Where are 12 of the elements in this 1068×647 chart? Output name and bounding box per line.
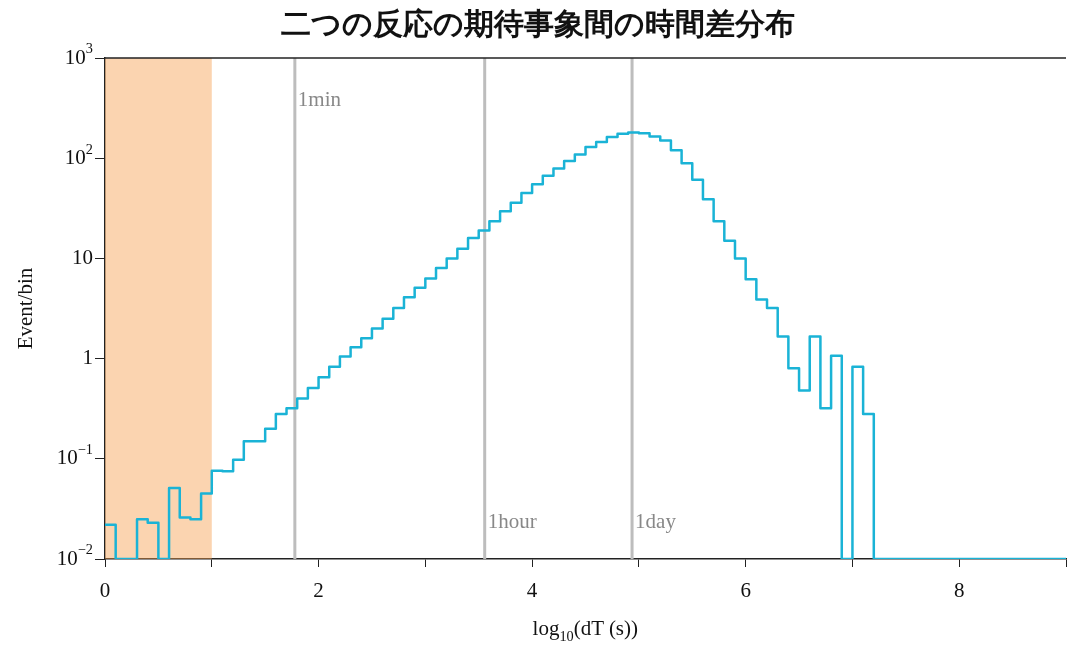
y-tick-label: 10 <box>72 244 93 269</box>
ref-line-label: 1hour <box>487 508 537 533</box>
x-tick-label: 0 <box>99 577 111 602</box>
x-tick-label: 4 <box>526 577 538 602</box>
ref-line-label: 1day <box>635 508 677 533</box>
ref-line-label: 1min <box>297 86 342 111</box>
y-axis-title: Event/bin <box>13 267 38 350</box>
x-tick-label: 2 <box>313 577 324 602</box>
y-tick-label: 1 <box>82 345 93 370</box>
x-tick-label: 8 <box>953 577 965 602</box>
chart-title: 二つの反応の期待事象間の時間差分布 <box>281 5 795 41</box>
x-tick-label: 6 <box>740 577 751 602</box>
